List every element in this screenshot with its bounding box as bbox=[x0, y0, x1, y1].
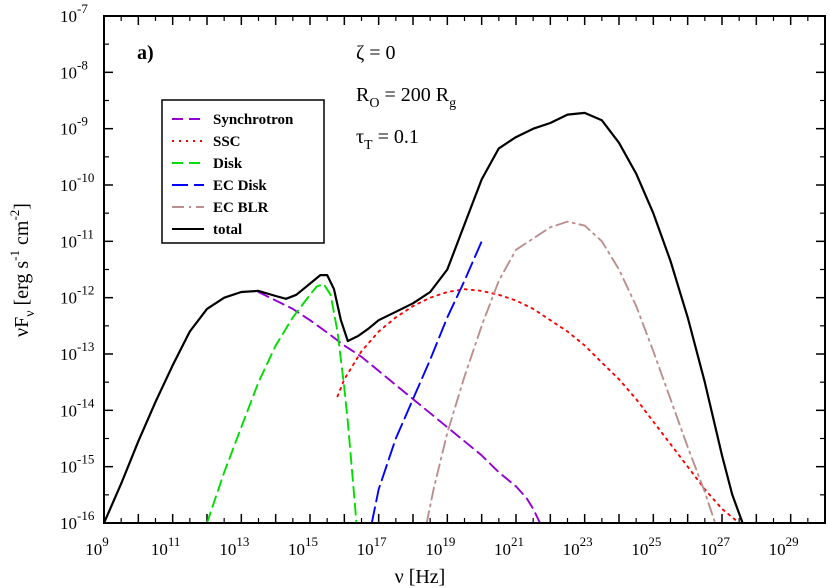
tick-labels: 109 1011 1013 1015 1017 1019 1021 1023 1025 1027 1… bbox=[60, 1, 799, 559]
x-tick-label: 109 bbox=[85, 534, 109, 559]
series-line-synchrotron bbox=[257, 291, 541, 523]
series-line-ec-blr bbox=[425, 220, 717, 523]
legend-label: Synchrotron bbox=[213, 112, 294, 128]
annotation-line: ζ = 0 bbox=[356, 42, 396, 64]
x-tick-label: 1027 bbox=[700, 534, 731, 559]
x-tick-label: 1013 bbox=[219, 534, 249, 559]
x-tick-label: 1019 bbox=[425, 534, 455, 559]
x-tick-label: 1017 bbox=[357, 534, 388, 559]
panel-label: a) bbox=[137, 42, 154, 64]
y-tick-label: 10-12 bbox=[60, 283, 94, 308]
legend: Synchrotron SSC Disk EC Disk EC BLR total bbox=[161, 99, 325, 244]
x-axis-title: ν [Hz] bbox=[395, 566, 446, 588]
legend-label: Disk bbox=[213, 156, 243, 172]
x-tick-label: 1029 bbox=[769, 534, 799, 559]
x-tick-label: 1021 bbox=[494, 534, 524, 559]
y-axis-title-prefix: νF bbox=[11, 317, 33, 337]
y-tick-label: 10-8 bbox=[60, 57, 88, 82]
y-tick-label: 10-9 bbox=[60, 114, 88, 139]
annotation-line: τT = 0.1 bbox=[356, 126, 419, 153]
y-tick-label: 10-16 bbox=[60, 508, 95, 533]
series-line-disk bbox=[206, 283, 358, 523]
x-tick-label: 1015 bbox=[288, 534, 318, 559]
legend-label: EC Disk bbox=[213, 178, 267, 194]
series-line-total bbox=[104, 111, 744, 523]
legend-label: EC BLR bbox=[213, 200, 269, 216]
series-group bbox=[104, 111, 744, 523]
y-tick-label: 10-14 bbox=[60, 395, 95, 420]
y-axis-title-cm-exp: -2 bbox=[7, 210, 22, 221]
y-axis-title-cm: cm bbox=[11, 220, 33, 250]
y-axis-title-close: ] bbox=[11, 203, 33, 210]
plot-frame bbox=[103, 15, 826, 524]
y-tick-label: 10-7 bbox=[60, 1, 88, 26]
y-axis-title-s-exp: -1 bbox=[7, 250, 22, 261]
y-tick-label: 10-10 bbox=[60, 170, 94, 195]
legend-label: SSC bbox=[213, 134, 241, 150]
x-tick-label: 1011 bbox=[151, 534, 181, 559]
annotation-block: ζ = 0 RO = 200 Rg τT = 0.1 bbox=[356, 42, 456, 153]
x-tick-label: 1023 bbox=[563, 534, 593, 559]
y-axis-title-sub: ν bbox=[23, 310, 38, 316]
legend-label: total bbox=[213, 222, 242, 238]
series-line-ec-disk bbox=[370, 240, 483, 523]
annotation-line: RO = 200 Rg bbox=[356, 84, 456, 111]
series-line-ssc bbox=[336, 288, 741, 523]
legend-box bbox=[161, 99, 325, 244]
tick-marks bbox=[103, 15, 826, 524]
x-tick-label: 1025 bbox=[631, 534, 661, 559]
y-tick-label: 10-11 bbox=[60, 226, 94, 251]
y-axis-title-units: [erg s bbox=[11, 261, 33, 311]
y-tick-label: 10-15 bbox=[60, 452, 94, 477]
y-tick-label: 10-13 bbox=[60, 339, 94, 364]
y-axis-title: νFν [erg s-1 cm-2] bbox=[7, 203, 38, 337]
